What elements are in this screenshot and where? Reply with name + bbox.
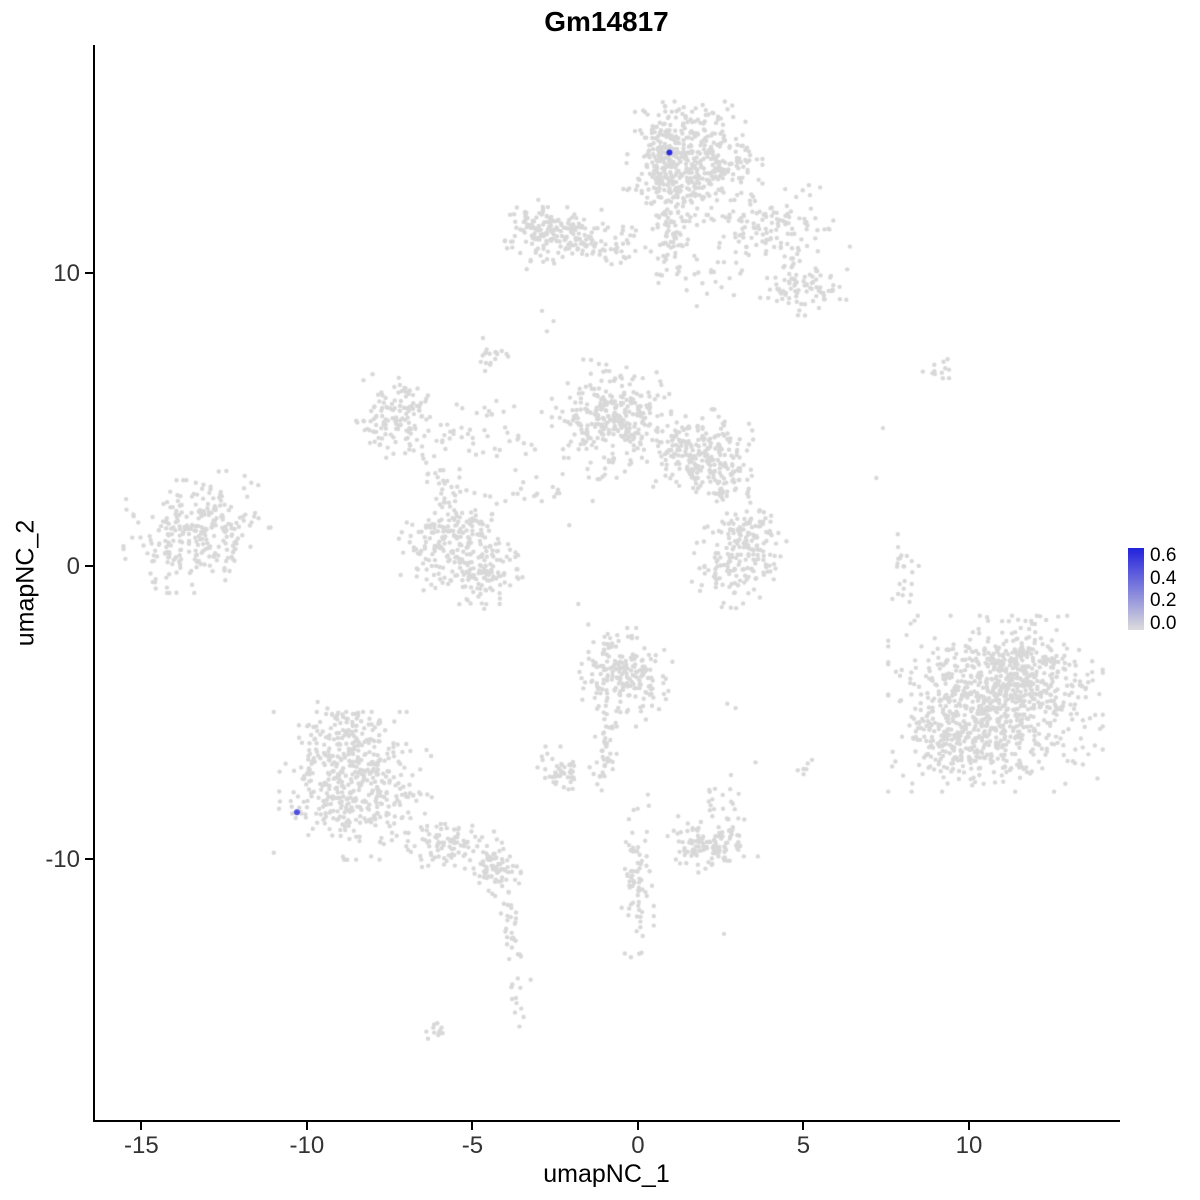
legend-tick-label: 0.0: [1150, 613, 1177, 635]
y-tick-label: -10: [45, 846, 80, 874]
x-tick-mark: [968, 1122, 971, 1130]
y-tick-mark: [85, 271, 93, 274]
y-tick-mark: [85, 564, 93, 567]
legend-tick-label: 0.4: [1150, 567, 1177, 589]
x-axis-title: umapNC_1: [543, 1160, 670, 1188]
x-tick-label: 0: [631, 1132, 645, 1159]
y-tick-mark: [85, 858, 93, 861]
y-axis-title: umapNC_2: [11, 519, 40, 647]
expression-colorbar-legend: 0.6 0.4 0.2 0.0: [1126, 540, 1200, 650]
x-tick-mark: [802, 1122, 805, 1130]
x-tick-label: -10: [289, 1132, 325, 1159]
x-tick-mark: [471, 1122, 474, 1130]
x-tick-mark: [636, 1122, 639, 1130]
y-tick-label: 10: [53, 259, 80, 287]
x-tick-label: -15: [124, 1132, 159, 1159]
plot-title: Gm14817: [544, 6, 669, 37]
x-tick-mark: [305, 1122, 308, 1130]
x-tick-label: 10: [955, 1132, 983, 1159]
legend-tick-label: 0.6: [1150, 544, 1177, 566]
colorbar-gradient: [1128, 548, 1144, 630]
umap-scatter-canvas: [95, 47, 1118, 1120]
x-axis-line: [93, 1120, 1120, 1122]
x-tick-label: -5: [461, 1132, 484, 1159]
x-tick-label: 5: [796, 1132, 811, 1159]
y-tick-label: 0: [66, 552, 80, 580]
x-tick-mark: [140, 1122, 143, 1130]
legend-tick-label: 0.2: [1150, 590, 1177, 612]
y-axis-line: [93, 45, 95, 1122]
